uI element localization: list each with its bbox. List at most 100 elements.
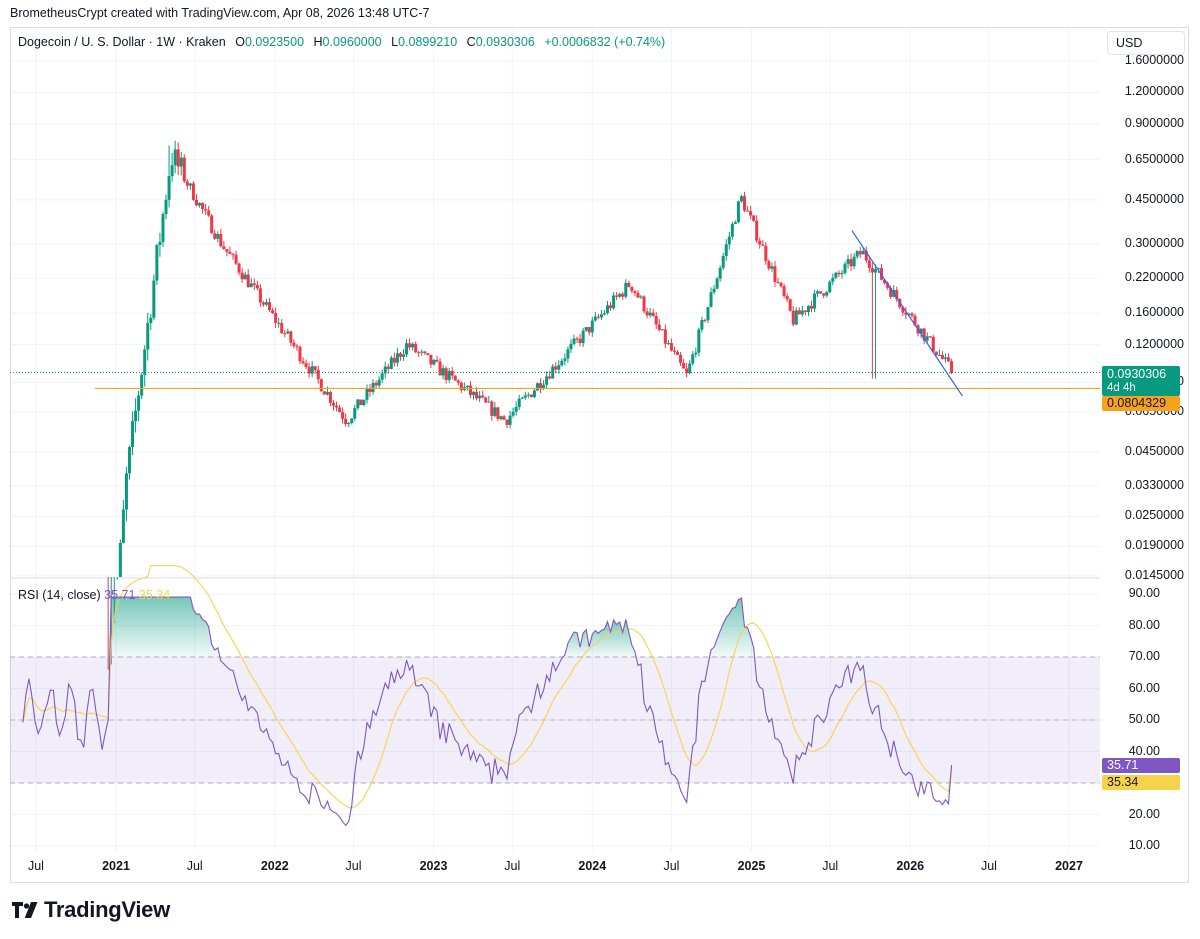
candle-body: [246, 274, 250, 288]
candle-body: [688, 363, 692, 374]
candle-body: [118, 542, 122, 577]
candle-body: [243, 274, 247, 280]
candle-body: [484, 397, 488, 403]
candle-body: [797, 310, 801, 315]
candle-body: [277, 322, 281, 324]
rsi-overbought-fill: [564, 619, 635, 657]
candle-body: [274, 313, 278, 324]
candle-body: [237, 263, 241, 273]
time-tick-label: 2023: [419, 859, 448, 873]
currency-button[interactable]: USD: [1107, 31, 1185, 55]
candle-body: [621, 293, 625, 297]
time-tick-label: 2025: [737, 859, 766, 873]
candle-body: [338, 407, 342, 413]
candle-body: [657, 324, 661, 331]
candle-body: [149, 317, 153, 324]
symbol-label[interactable]: Dogecoin / U. S. Dollar · 1W · Kraken: [18, 35, 226, 49]
candle-body: [374, 383, 378, 386]
candle-body: [261, 302, 265, 305]
high-label: H: [313, 35, 323, 49]
candle-body: [910, 313, 914, 316]
candle-body: [593, 316, 597, 321]
candle-body: [947, 357, 951, 362]
candle-body: [770, 266, 774, 269]
candle-body: [913, 315, 917, 326]
candle-body: [176, 149, 180, 167]
candle-body: [502, 416, 506, 420]
rsi-tick-label: 70.00: [1128, 649, 1160, 663]
candle-body: [134, 410, 138, 422]
candle-body: [383, 366, 387, 374]
candle-body: [563, 358, 567, 361]
candle-body: [289, 331, 293, 343]
price-tick-label: 0.4500000: [1124, 191, 1184, 206]
candle-body: [697, 329, 701, 353]
candle-body: [252, 283, 256, 286]
candle-body: [816, 291, 820, 294]
rsi-tick-label: 20.00: [1128, 806, 1160, 821]
candle-body: [365, 388, 369, 400]
candle-body: [569, 343, 573, 350]
candle-body: [395, 353, 399, 363]
candle-body: [840, 273, 844, 275]
rsi-title[interactable]: RSI (14, close): [18, 588, 101, 602]
candle-body: [578, 338, 582, 343]
candle-body: [852, 256, 856, 267]
candle-body: [931, 336, 935, 352]
candle-body: [663, 329, 667, 344]
open-value: 0.0923500: [244, 35, 305, 49]
support-price-tag: 0.0804329: [1102, 396, 1180, 411]
candle-body: [335, 405, 339, 408]
candle-body: [831, 277, 835, 282]
rsi-tick-label: 80.00: [1128, 617, 1160, 632]
candle-body: [788, 299, 792, 311]
candle-body: [618, 293, 622, 297]
candle-body: [858, 251, 862, 255]
last-price-tag: 0.0930306 4d 4h: [1102, 366, 1180, 396]
candle-body: [207, 210, 211, 216]
candle-body: [825, 292, 829, 296]
candle-body: [575, 338, 579, 340]
candle-body: [755, 220, 759, 241]
candle-body: [843, 263, 847, 274]
candle-body: [341, 412, 345, 419]
candle-body: [873, 269, 877, 273]
candle-body: [682, 362, 686, 369]
candle-body: [706, 307, 710, 321]
tradingview-logo[interactable]: TradingView: [12, 897, 170, 923]
candle-body: [307, 367, 311, 374]
candle-body: [380, 373, 384, 380]
price-tick-label: 0.1200000: [1124, 336, 1184, 351]
candle-body: [676, 351, 680, 355]
price-tick-label: 0.6500000: [1124, 151, 1184, 166]
candle-body: [234, 254, 238, 264]
candle-body: [532, 390, 536, 398]
rsi-line: [22, 596, 953, 827]
time-tick-label: 2026: [896, 859, 925, 873]
candle-body: [402, 354, 406, 357]
rsi-tick-label: 90.00: [1128, 586, 1160, 600]
candle-body: [490, 401, 494, 416]
candle-body: [943, 357, 947, 359]
candle-body: [411, 343, 415, 348]
candle-body: [377, 379, 381, 386]
candle-body: [438, 361, 442, 376]
candle-body: [743, 196, 747, 211]
candle-body: [886, 283, 890, 288]
candle-body: [389, 357, 393, 369]
candle-body: [660, 329, 664, 331]
candle-body: [414, 343, 418, 353]
candle-body: [554, 366, 558, 370]
candle-body: [691, 354, 695, 364]
candle-body: [535, 383, 539, 391]
candle-body: [173, 149, 177, 166]
candle-body: [258, 288, 262, 303]
candle-body: [182, 157, 186, 182]
low-value: 0.0899210: [398, 35, 458, 49]
candle-body: [883, 279, 887, 284]
candle-body: [584, 327, 588, 331]
candle-body: [645, 311, 649, 316]
candle-body: [124, 473, 128, 510]
candle-body: [779, 282, 783, 287]
